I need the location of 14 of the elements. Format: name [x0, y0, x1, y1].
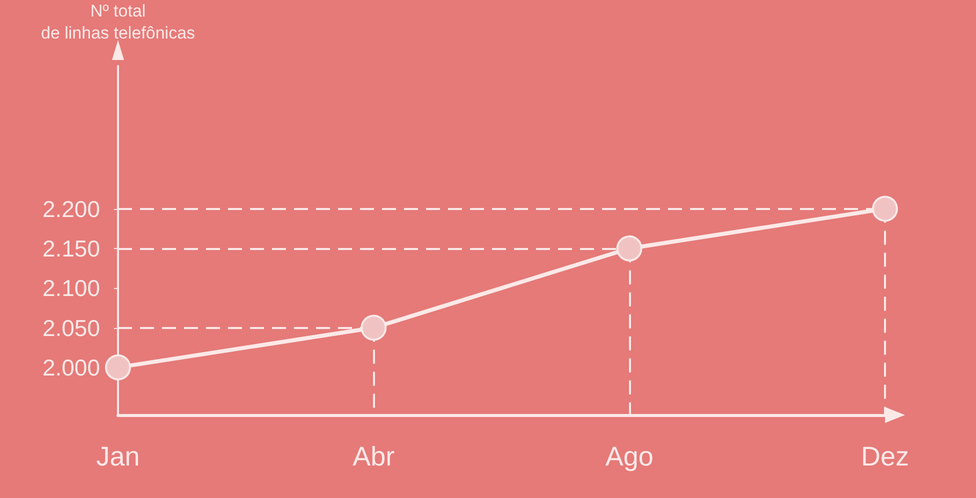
x-tick-label: Abr: [352, 442, 395, 472]
point: [616, 235, 642, 262]
y-tick-label: 2.100: [42, 275, 100, 302]
y-axis-title: Nº total de linhas telefônicas: [40, 2, 196, 42]
x-tick-label: Dez: [860, 442, 910, 472]
point: [105, 354, 131, 380]
y-tick-label: 2.200: [42, 196, 100, 222]
point: [360, 314, 387, 341]
y-tick-label: 2.150: [42, 235, 100, 262]
x-tick-label: Ago: [605, 442, 654, 472]
point: [872, 196, 898, 222]
y-tick-label: 2.000: [42, 354, 100, 380]
y-tick-label: 2.050: [42, 314, 100, 341]
x-tick-label: Jan: [96, 442, 140, 472]
